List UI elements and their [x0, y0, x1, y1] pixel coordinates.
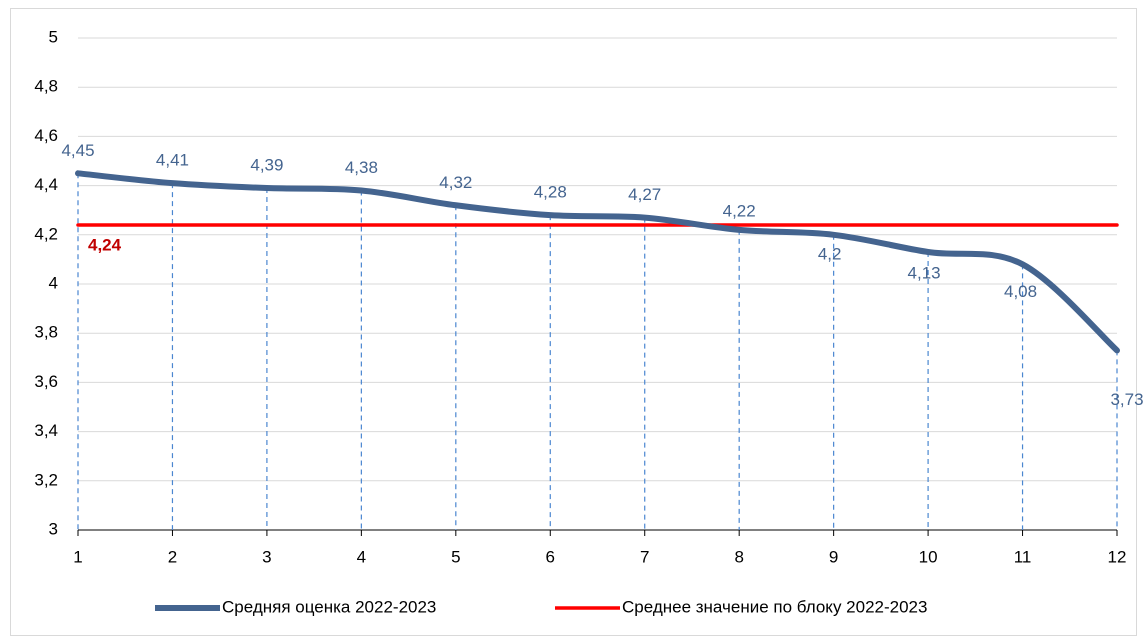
x-tick-label: 10 [919, 547, 938, 566]
x-tick-label: 5 [451, 547, 460, 566]
x-tick-label: 2 [168, 547, 177, 566]
legend-label: Среднее значение по блоку 2022-2023 [622, 597, 927, 616]
x-tick-label: 4 [357, 547, 366, 566]
y-tick-label: 3,2 [34, 470, 58, 489]
y-tick-label: 4,2 [34, 224, 58, 243]
y-tick-label: 3,6 [34, 372, 58, 391]
data-label: 4,38 [345, 158, 378, 177]
y-tick-label: 3 [49, 519, 58, 538]
y-tick-label: 3,4 [34, 421, 58, 440]
series-line [75, 170, 1120, 354]
y-tick-label: 5 [49, 27, 58, 46]
data-label: 3,73 [1110, 390, 1143, 409]
x-tick-label: 1 [73, 547, 82, 566]
x-tick-label: 6 [546, 547, 555, 566]
y-tick-label: 4,6 [34, 126, 58, 145]
data-label: 4,13 [908, 264, 941, 283]
y-tick-label: 4,8 [34, 77, 58, 96]
data-label: 4,08 [1004, 282, 1037, 301]
x-tick-label: 8 [734, 547, 743, 566]
y-tick-label: 4,4 [34, 175, 58, 194]
x-tick-label: 11 [1014, 547, 1032, 566]
x-tick-label: 7 [640, 547, 649, 566]
data-label: 4,39 [250, 156, 283, 175]
y-tick-label: 4 [49, 273, 58, 292]
data-label: 4,28 [534, 183, 567, 202]
data-label: 4,24 [88, 235, 122, 254]
x-tick-label: 9 [829, 547, 838, 566]
data-label: 4,32 [439, 173, 472, 192]
data-label: 4,22 [723, 201, 756, 220]
data-label: 4,27 [628, 185, 661, 204]
legend-label: Средняя оценка 2022-2023 [222, 597, 436, 616]
y-tick-label: 3,8 [34, 323, 58, 342]
x-tick-label: 12 [1108, 547, 1127, 566]
data-label: 4,45 [61, 141, 94, 160]
x-tick-label: 3 [262, 547, 271, 566]
data-label: 4,41 [156, 151, 189, 170]
chart-frame [10, 8, 1137, 636]
data-label: 4,2 [818, 244, 842, 263]
